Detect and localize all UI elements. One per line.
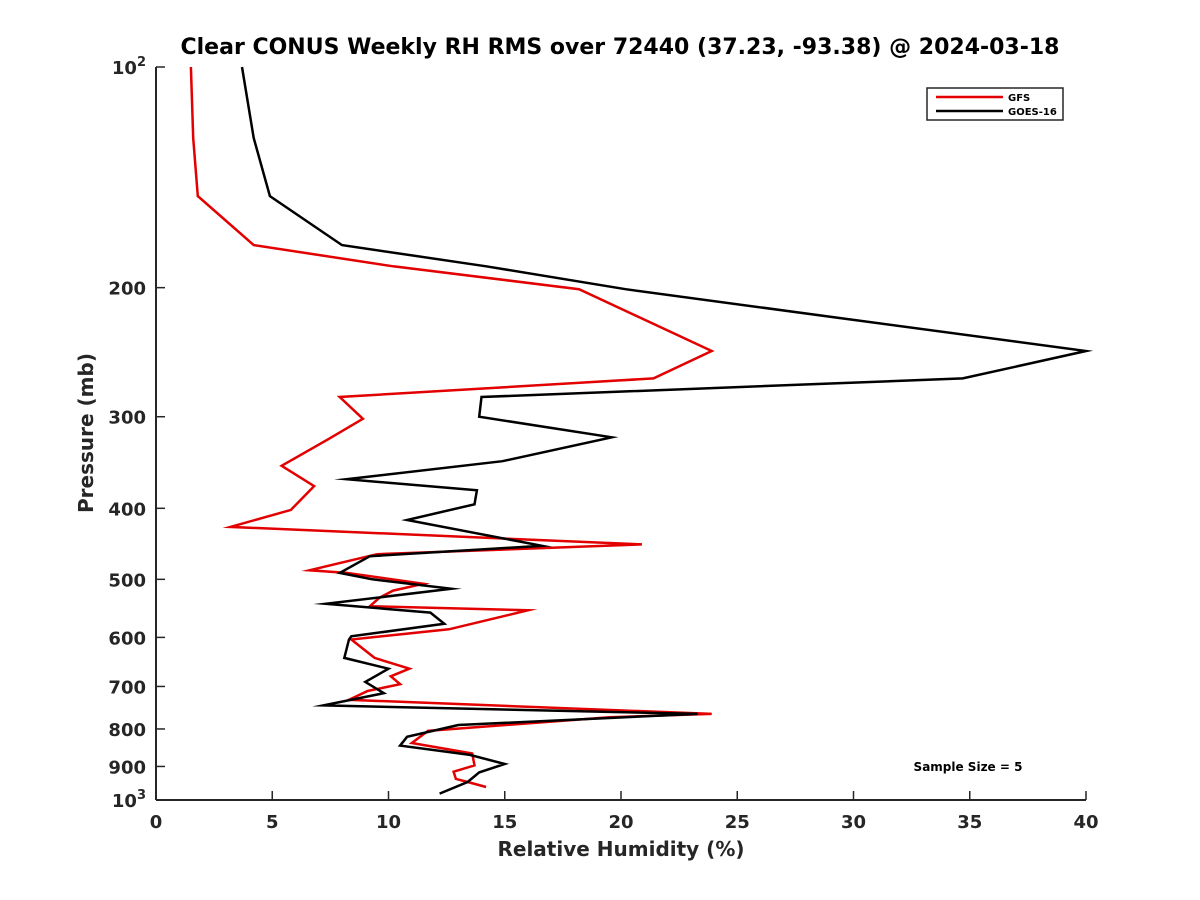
chart-title: Clear CONUS Weekly RH RMS over 72440 (37…	[181, 35, 1060, 60]
x-tick-label: 15	[492, 812, 517, 833]
y-tick-label-base: 700	[108, 677, 146, 698]
y-tick-label: 600	[108, 628, 146, 649]
y-tick-label: 700	[108, 677, 146, 698]
y-tick-label: 300	[108, 408, 146, 429]
legend-box	[926, 87, 1064, 121]
x-ticks: 0 5 10 15 20 25 30 35 40	[150, 791, 1099, 833]
y-tick-label: 900	[108, 757, 146, 778]
legend-label: GOES-16	[1008, 107, 1057, 118]
y-tick-label: 102	[112, 55, 146, 79]
legend: GFS GOES-16	[926, 87, 1064, 121]
y-tick-label-exponent: 2	[137, 55, 146, 70]
y-tick-label-base: 200	[108, 279, 146, 300]
y-tick-label-base: 300	[108, 408, 146, 429]
x-tick-label: 5	[266, 812, 279, 833]
x-tick-label: 30	[841, 812, 866, 833]
y-tick-label-base: 600	[108, 628, 146, 649]
y-tick-label-base: 10	[112, 58, 137, 79]
x-tick-label: 40	[1073, 812, 1098, 833]
x-tick-label: 0	[150, 812, 163, 833]
legend-label: GFS	[1008, 93, 1030, 104]
sample-size-note: Sample Size = 5	[914, 760, 1023, 774]
y-tick-label: 800	[108, 720, 146, 741]
y-axis-label: Pressure (mb)	[74, 353, 98, 513]
x-tick-label: 10	[376, 812, 401, 833]
y-tick-label-base: 900	[108, 757, 146, 778]
y-tick-label-base: 10	[112, 791, 137, 812]
x-tick-label: 35	[957, 812, 982, 833]
y-tick-label: 500	[108, 570, 146, 591]
x-axis-label: Relative Humidity (%)	[497, 837, 744, 861]
y-tick-label: 200	[108, 279, 146, 300]
y-tick-label: 103	[112, 788, 146, 812]
y-tick-label-exponent: 3	[137, 788, 146, 803]
y-tick-label-base: 400	[108, 499, 146, 520]
x-tick-label: 25	[725, 812, 750, 833]
y-tick-label: 400	[108, 499, 146, 520]
x-tick-label: 20	[608, 812, 633, 833]
plot-area	[156, 67, 1086, 800]
y-tick-label-base: 500	[108, 570, 146, 591]
y-tick-label-base: 800	[108, 720, 146, 741]
series-layer	[189, 66, 1094, 795]
series-line-goes-16	[240, 66, 1094, 795]
